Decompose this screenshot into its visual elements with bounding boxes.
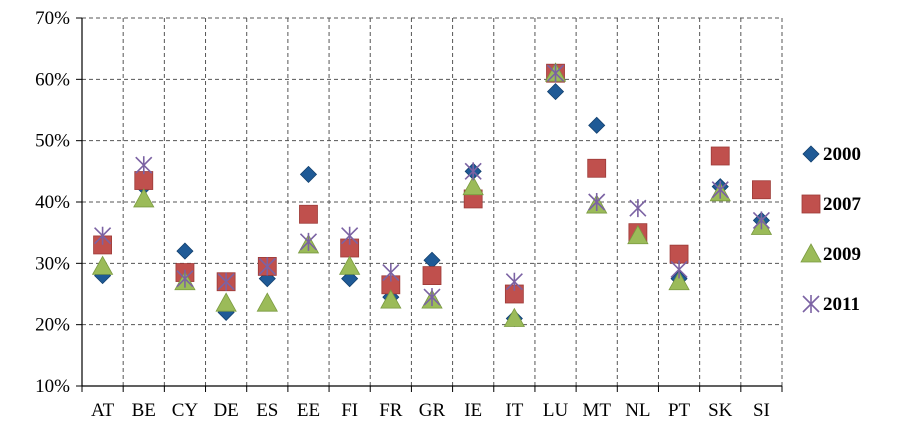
legend-marker-2007: [801, 194, 821, 214]
data-point-2011: [423, 288, 441, 307]
y-tick-label: 10%: [35, 376, 70, 397]
data-point-2007: [669, 244, 689, 264]
x-tick-label: FR: [379, 400, 403, 421]
x-tick-label: IE: [464, 400, 482, 421]
x-tick-label: PT: [668, 400, 691, 421]
y-tick-label: 40%: [35, 192, 70, 213]
legend-label: 2007: [823, 194, 862, 215]
data-point-2000: [423, 251, 441, 269]
legend-marker-2000: [802, 145, 820, 163]
data-point-2009: [462, 175, 484, 196]
x-tick-label: SK: [708, 400, 733, 421]
x-tick-label: LU: [543, 400, 569, 421]
data-point-2011: [176, 269, 194, 288]
data-point-2007: [710, 146, 730, 166]
legend-label: 2000: [823, 144, 861, 165]
data-point-2011: [382, 263, 400, 282]
data-point-2007: [587, 158, 607, 178]
data-point-2011: [752, 211, 770, 230]
x-tick-label: ES: [256, 400, 278, 421]
data-point-2011: [711, 180, 729, 199]
data-point-2009: [668, 270, 690, 291]
y-tick-label: 30%: [35, 253, 70, 274]
y-axis-ticks: 10% 20% 30% 40% 50% 60% 70%: [35, 8, 70, 397]
x-tick-label: AT: [91, 400, 115, 421]
data-point-2011: [464, 162, 482, 181]
data-point-2007: [134, 171, 154, 190]
data-point-2007: [299, 204, 318, 224]
legend-item-2011: 2011: [802, 294, 860, 315]
legend: 2000 2007 2009 2011: [800, 144, 862, 315]
data-point-2011: [546, 64, 565, 83]
data-point-2000: [546, 83, 565, 101]
data-point-2011: [505, 272, 523, 291]
x-tick-label: BE: [132, 400, 156, 421]
x-tick-label: DE: [213, 400, 238, 421]
data-point-2009: [215, 292, 237, 312]
data-point-2011: [299, 232, 318, 251]
data-point-2009: [91, 255, 114, 275]
legend-marker-2011: [802, 295, 820, 313]
data-point-2009: [380, 289, 402, 309]
data-point-2009: [503, 307, 526, 327]
y-tick-label: 60%: [35, 69, 70, 90]
data-point-2007: [752, 180, 771, 200]
x-axis-ticks: AT BE CY DE ES EE FI FR GR IE IT LU MT NL PT SK SI: [91, 400, 770, 421]
data-point-2011: [217, 272, 235, 291]
data-point-2009: [256, 292, 278, 312]
x-tick-label: CY: [172, 400, 199, 421]
legend-item-2000: 2000: [802, 144, 861, 165]
y-tick-label: 70%: [35, 8, 70, 29]
legend-item-2007: 2007: [801, 194, 862, 215]
x-tick-label: IT: [505, 400, 523, 421]
y-tick-label: 20%: [35, 315, 70, 336]
x-tick-label: SI: [753, 400, 770, 421]
axes: [76, 17, 783, 392]
x-tick-label: NL: [625, 400, 650, 421]
data-point-2011: [670, 260, 688, 279]
legend-label: 2011: [823, 294, 860, 315]
legend-label: 2009: [823, 244, 861, 265]
x-tick-label: FI: [341, 400, 358, 421]
data-point-2007: [422, 266, 442, 286]
data-point-2009: [338, 255, 361, 275]
data-point-2011: [94, 226, 112, 245]
data-point-2009: [133, 188, 155, 208]
data-point-2011: [258, 257, 276, 276]
legend-marker-2009: [800, 243, 822, 263]
data-point-2011: [341, 226, 359, 245]
data-point-2009: [627, 224, 649, 245]
legend-item-2009: 2009: [800, 243, 861, 265]
data-point-2000: [176, 242, 194, 260]
y-tick-label: 50%: [35, 131, 70, 152]
gridlines: [82, 17, 783, 386]
data-point-2011: [629, 199, 647, 218]
x-tick-label: GR: [419, 400, 446, 421]
data-points: [91, 62, 773, 328]
data-point-2000: [299, 165, 318, 183]
x-tick-label: MT: [582, 400, 611, 421]
x-tick-label: EE: [297, 400, 320, 421]
data-point-2000: [588, 116, 606, 134]
data-point-2011: [135, 156, 153, 175]
data-point-2011: [588, 193, 606, 211]
